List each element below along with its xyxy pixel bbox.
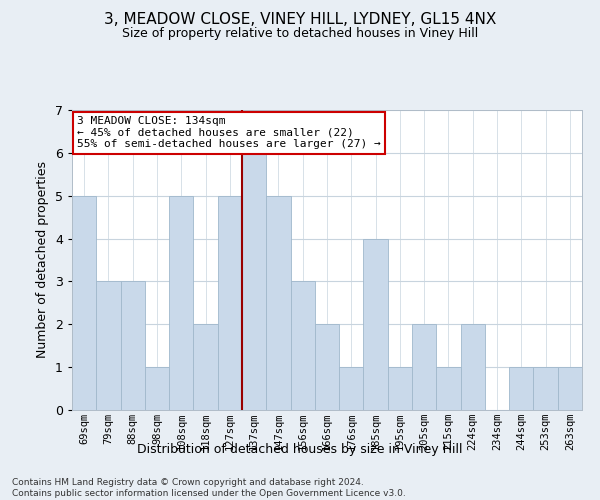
Bar xyxy=(290,282,315,410)
Text: 3 MEADOW CLOSE: 134sqm
← 45% of detached houses are smaller (22)
55% of semi-det: 3 MEADOW CLOSE: 134sqm ← 45% of detached… xyxy=(77,116,381,149)
Bar xyxy=(242,153,266,410)
Bar xyxy=(339,367,364,410)
Text: Contains HM Land Registry data © Crown copyright and database right 2024.
Contai: Contains HM Land Registry data © Crown c… xyxy=(12,478,406,498)
Bar xyxy=(461,324,485,410)
Bar xyxy=(96,282,121,410)
Bar xyxy=(145,367,169,410)
Bar xyxy=(509,367,533,410)
Text: Size of property relative to detached houses in Viney Hill: Size of property relative to detached ho… xyxy=(122,28,478,40)
Bar xyxy=(533,367,558,410)
Bar xyxy=(193,324,218,410)
Y-axis label: Number of detached properties: Number of detached properties xyxy=(37,162,49,358)
Bar xyxy=(315,324,339,410)
Bar xyxy=(72,196,96,410)
Text: 3, MEADOW CLOSE, VINEY HILL, LYDNEY, GL15 4NX: 3, MEADOW CLOSE, VINEY HILL, LYDNEY, GL1… xyxy=(104,12,496,28)
Bar xyxy=(436,367,461,410)
Bar xyxy=(364,238,388,410)
Bar xyxy=(558,367,582,410)
Bar xyxy=(412,324,436,410)
Bar xyxy=(121,282,145,410)
Bar xyxy=(169,196,193,410)
Bar xyxy=(218,196,242,410)
Bar xyxy=(388,367,412,410)
Bar xyxy=(266,196,290,410)
Text: Distribution of detached houses by size in Viney Hill: Distribution of detached houses by size … xyxy=(137,442,463,456)
